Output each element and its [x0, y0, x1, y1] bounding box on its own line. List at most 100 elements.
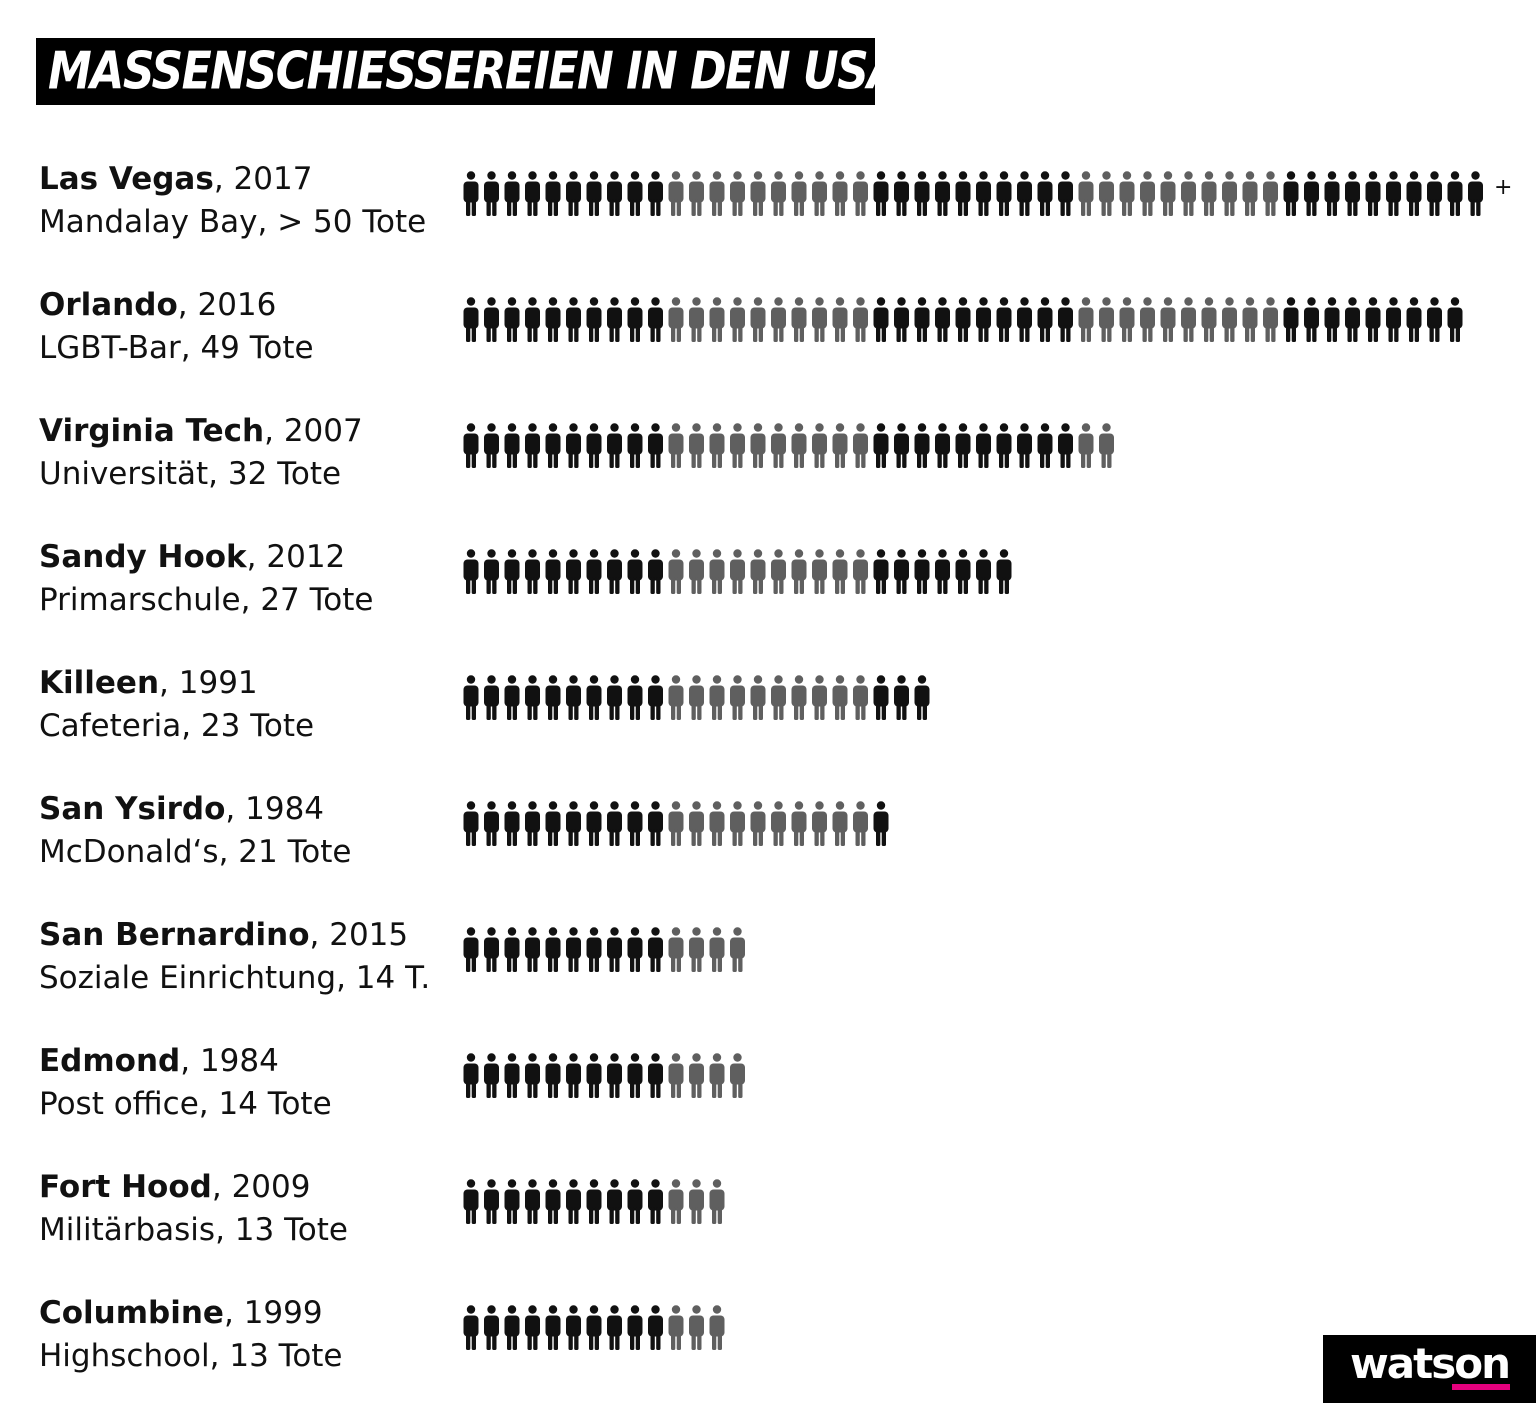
- person-icon: [791, 171, 807, 216]
- person-icon: [750, 675, 766, 720]
- row-san-ysirdo: San Ysirdo, 1984 McDonald‘s, 21 Tote: [0, 788, 1536, 888]
- person-icon: [1181, 297, 1196, 342]
- person-icon: [1222, 171, 1237, 216]
- event-name: Virginia Tech: [39, 413, 265, 449]
- person-icon: [484, 423, 499, 468]
- row-san-bernardino: San Bernardino, 2015 Soziale Einrichtung,…: [0, 914, 1536, 1014]
- person-icon: [668, 675, 684, 720]
- person-icon: [525, 549, 540, 594]
- event-year: 2016: [197, 287, 277, 323]
- event-year: 1984: [199, 1043, 279, 1079]
- row-label: Columbine, 1999 Highschool, 13 Tote: [39, 1292, 459, 1378]
- person-icon: [996, 423, 1012, 468]
- chart-title: MASSENSCHIESSEREIEN IN DEN USA: [48, 41, 875, 102]
- person-icon: [1017, 171, 1032, 216]
- row-title-line: Columbine, 1999: [39, 1292, 459, 1335]
- person-icon: [484, 675, 499, 720]
- person-icon: [1263, 171, 1278, 216]
- person-icon: [545, 423, 561, 468]
- event-year: 2015: [329, 917, 409, 953]
- row-label: Las Vegas, 2017 Mandalay Bay, > 50 Tote: [39, 158, 459, 244]
- person-icon: [607, 171, 622, 216]
- person-icon: [566, 1179, 581, 1224]
- person-icon: [525, 1305, 540, 1350]
- row-label: San Bernardino, 2015 Soziale Einrichtung,…: [39, 914, 459, 1000]
- row-fort-hood: Fort Hood, 2009 Militärbasis, 13 Tote: [0, 1166, 1536, 1266]
- person-icon: [525, 297, 540, 342]
- row-label: Fort Hood, 2009 Militärbasis, 13 Tote: [39, 1166, 459, 1252]
- icon-strip: [461, 423, 1536, 483]
- person-icon: [463, 1305, 479, 1350]
- person-icon: [1160, 171, 1176, 216]
- person-icon: [689, 1053, 704, 1098]
- person-icon: [566, 297, 581, 342]
- person-icon: [1406, 297, 1422, 342]
- person-icon: [566, 801, 581, 846]
- person-icon: [1181, 171, 1196, 216]
- person-icon: [668, 927, 684, 972]
- separator: ,: [177, 287, 198, 323]
- person-icon: [709, 1305, 725, 1350]
- event-year: 1999: [243, 1295, 323, 1331]
- person-icon: [607, 297, 622, 342]
- separator: ,: [213, 161, 234, 197]
- event-description: Cafeteria, 23 Tote: [39, 708, 315, 744]
- row-title-line: Virginia Tech, 2007: [39, 410, 459, 453]
- person-icon: [627, 675, 643, 720]
- person-icon: [627, 1053, 643, 1098]
- person-icon: [463, 423, 479, 468]
- person-icon: [1365, 297, 1381, 342]
- person-icon: [689, 423, 704, 468]
- separator: ,: [309, 917, 330, 953]
- person-icon: [1058, 171, 1073, 216]
- person-icon: [894, 171, 909, 216]
- person-icon: [709, 1053, 725, 1098]
- person-icon: [832, 801, 848, 846]
- person-icon: [566, 171, 581, 216]
- person-icon: [566, 1305, 581, 1350]
- person-icon: [607, 423, 622, 468]
- person-icon: [648, 675, 663, 720]
- person-icon: [791, 297, 807, 342]
- person-icon: [1283, 297, 1299, 342]
- person-icon: [996, 297, 1012, 342]
- person-icon: [1078, 423, 1094, 468]
- separator: ,: [223, 1295, 244, 1331]
- event-description: Soziale Einrichtung, 14 T.: [39, 960, 431, 996]
- person-icon: [484, 1179, 499, 1224]
- icon-strip: [461, 1305, 1536, 1365]
- person-icon: [689, 297, 704, 342]
- person-icon: [709, 297, 725, 342]
- person-icon: [627, 171, 643, 216]
- person-icon: [1324, 297, 1340, 342]
- person-icon: [1468, 171, 1483, 216]
- person-icon: [1283, 171, 1299, 216]
- person-icon: [873, 171, 889, 216]
- person-icon: [668, 1053, 684, 1098]
- person-icon: [545, 549, 561, 594]
- person-icon: [586, 801, 602, 846]
- person-icon: [525, 927, 540, 972]
- person-icon: [648, 1305, 663, 1350]
- row-columbine: Columbine, 1999 Highschool, 13 Tote: [0, 1292, 1536, 1392]
- person-icon: [1242, 171, 1258, 216]
- person-icon: [853, 423, 868, 468]
- separator: ,: [264, 413, 284, 449]
- person-icon: [504, 927, 520, 972]
- person-icon: [627, 297, 643, 342]
- person-icon: [873, 675, 889, 720]
- person-icon: [1242, 297, 1258, 342]
- row-las-vegas: Las Vegas, 2017 Mandalay Bay, > 50 Tote +: [0, 158, 1536, 258]
- row-title-line: Las Vegas, 2017: [39, 158, 459, 201]
- person-icon: [1447, 297, 1463, 342]
- event-year: 2007: [283, 413, 363, 449]
- person-icon: [750, 549, 766, 594]
- person-icon: [914, 675, 930, 720]
- event-name: Sandy Hook: [39, 539, 247, 575]
- person-icon: [1406, 171, 1422, 216]
- person-icon: [1447, 171, 1463, 216]
- separator: ,: [246, 539, 267, 575]
- person-icon: [484, 1305, 499, 1350]
- person-icon: [1099, 171, 1114, 216]
- person-icon: [545, 1305, 561, 1350]
